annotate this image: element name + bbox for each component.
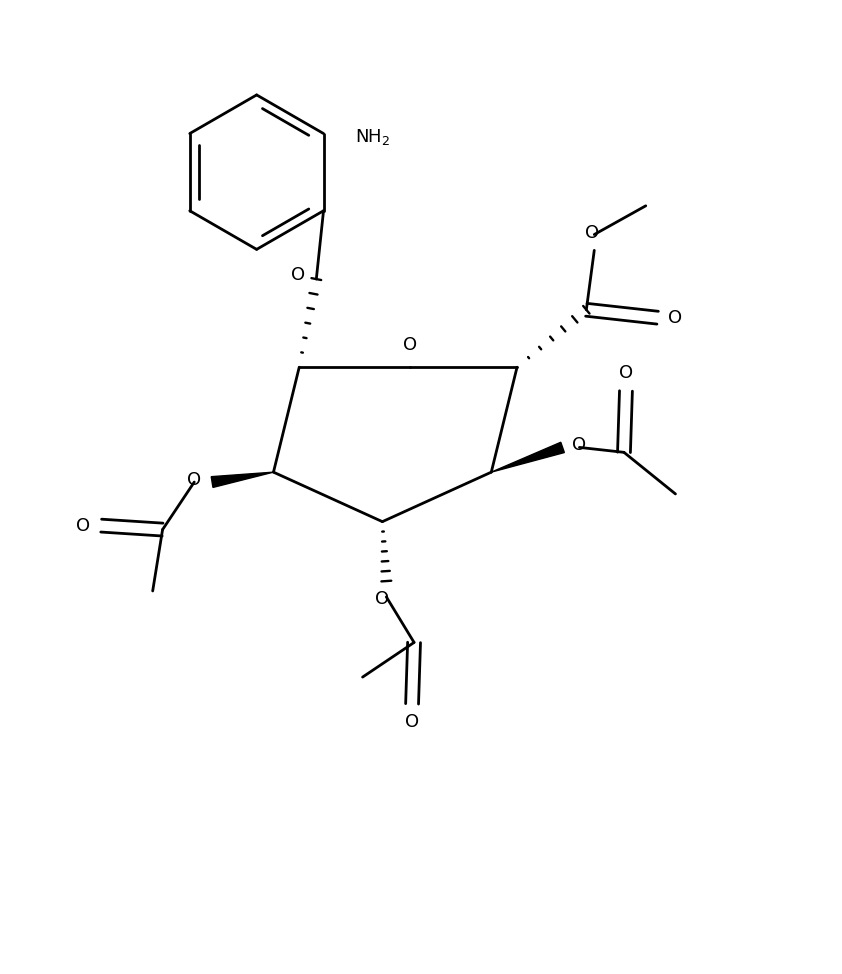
- Text: NH$_2$: NH$_2$: [355, 128, 391, 147]
- Text: O: O: [376, 590, 390, 608]
- Text: O: O: [669, 309, 683, 326]
- Polygon shape: [211, 472, 274, 487]
- Polygon shape: [491, 442, 564, 472]
- Text: O: O: [573, 436, 587, 455]
- Text: O: O: [403, 336, 417, 355]
- Text: O: O: [405, 713, 419, 730]
- Text: O: O: [187, 471, 201, 489]
- Text: O: O: [77, 516, 90, 535]
- Text: O: O: [291, 266, 306, 284]
- Text: O: O: [585, 224, 600, 242]
- Text: O: O: [619, 364, 633, 382]
